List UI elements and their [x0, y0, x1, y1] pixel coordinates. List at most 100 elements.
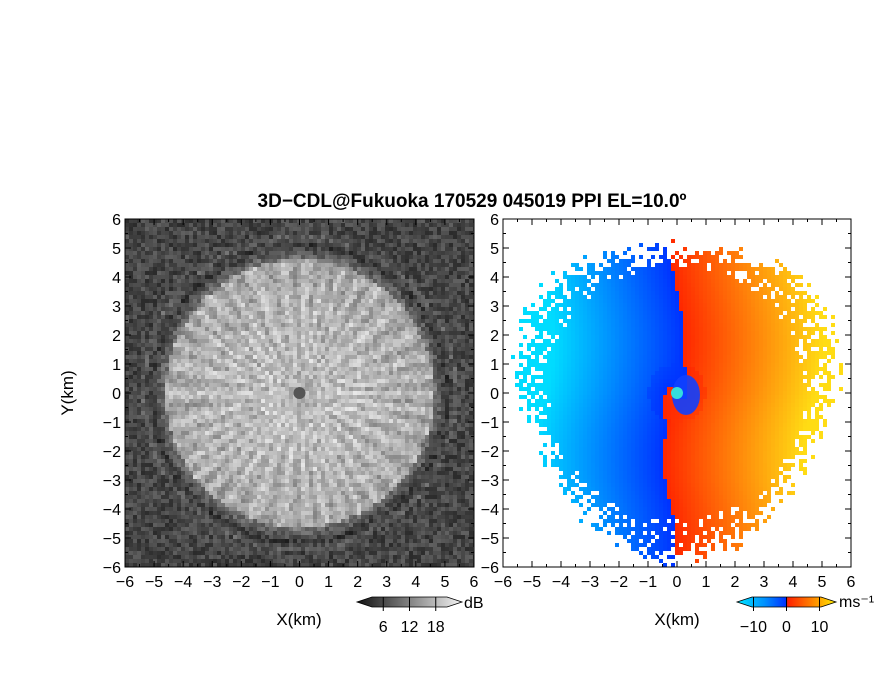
snr-cell [129, 415, 133, 419]
snr-cell [361, 383, 365, 387]
snr-cell [453, 239, 457, 243]
snr-cell [145, 435, 149, 439]
snr-cell [265, 423, 269, 427]
snr-cell [197, 443, 201, 447]
snr-cell [393, 387, 397, 391]
snr-cell [433, 399, 437, 403]
snr-cell [381, 375, 385, 379]
snr-cell [317, 407, 321, 411]
snr-cell [345, 359, 349, 363]
snr-cell [273, 247, 277, 251]
snr-cell [381, 327, 385, 331]
snr-cell [421, 291, 425, 295]
snr-cell [269, 415, 273, 419]
snr-cell [161, 219, 165, 223]
snr-cell [309, 427, 313, 431]
snr-cell [285, 323, 289, 327]
snr-cell [433, 295, 437, 299]
snr-cell [349, 343, 353, 347]
snr-cell [373, 423, 377, 427]
snr-cell [161, 223, 165, 227]
snr-cell [189, 383, 193, 387]
snr-cell [345, 259, 349, 263]
snr-cell [237, 339, 241, 343]
snr-cell [209, 347, 213, 351]
snr-cell [437, 411, 441, 415]
snr-cell [389, 323, 393, 327]
snr-cell [245, 419, 249, 423]
snr-cell [445, 315, 449, 319]
snr-cell [225, 427, 229, 431]
snr-cell [397, 271, 401, 275]
snr-cell [409, 331, 413, 335]
snr-cell [401, 379, 405, 383]
snr-cell [301, 403, 305, 407]
snr-cell [333, 315, 337, 319]
snr-cell [401, 243, 405, 247]
snr-cell [185, 227, 189, 231]
snr-cell [189, 307, 193, 311]
snr-cell [389, 255, 393, 259]
snr-cell [257, 411, 261, 415]
snr-cell [161, 375, 165, 379]
snr-cell [221, 271, 225, 275]
snr-cell [301, 355, 305, 359]
snr-cell [437, 331, 441, 335]
snr-cell [445, 395, 449, 399]
snr-cell [329, 339, 333, 343]
snr-cell [449, 423, 453, 427]
snr-cell [249, 383, 253, 387]
snr-cell [261, 283, 265, 287]
snr-cell [401, 263, 405, 267]
snr-cell [269, 239, 273, 243]
snr-cell [197, 239, 201, 243]
snr-cell [161, 367, 165, 371]
snr-cell [229, 387, 233, 391]
snr-cell [313, 419, 317, 423]
snr-cell [349, 275, 353, 279]
snr-cell [465, 327, 469, 331]
snr-cell [301, 251, 305, 255]
snr-cell [329, 287, 333, 291]
snr-cell [229, 283, 233, 287]
snr-cell [217, 295, 221, 299]
snr-cell [437, 283, 441, 287]
snr-cell [165, 431, 169, 435]
snr-cell [221, 351, 225, 355]
snr-cell [329, 347, 333, 351]
snr-cell [469, 251, 473, 255]
snr-cell [449, 299, 453, 303]
snr-cell [257, 343, 261, 347]
snr-cell [249, 331, 253, 335]
snr-cell [353, 407, 357, 411]
snr-cell [205, 415, 209, 419]
snr-cell [329, 415, 333, 419]
snr-cell [225, 275, 229, 279]
snr-cell [353, 279, 357, 283]
snr-cell [145, 419, 149, 423]
snr-cell [365, 275, 369, 279]
snr-cell [221, 423, 225, 427]
snr-cell [429, 235, 433, 239]
snr-cell [169, 303, 173, 307]
snr-cell [169, 423, 173, 427]
snr-cell [457, 419, 461, 423]
snr-cell [421, 247, 425, 251]
snr-cell [225, 383, 229, 387]
snr-cell [277, 403, 281, 407]
snr-cell [221, 279, 225, 283]
snr-cell [353, 347, 357, 351]
snr-cell [273, 395, 277, 399]
snr-cell [273, 379, 277, 383]
snr-cell [433, 339, 437, 343]
snr-cell [197, 395, 201, 399]
snr-cell [389, 391, 393, 395]
snr-cell [245, 415, 249, 419]
snr-cell [249, 363, 253, 367]
snr-cell [265, 439, 269, 443]
snr-cell [421, 355, 425, 359]
snr-cell [253, 343, 257, 347]
snr-cell [377, 279, 381, 283]
snr-cell [201, 339, 205, 343]
snr-cell [453, 431, 457, 435]
